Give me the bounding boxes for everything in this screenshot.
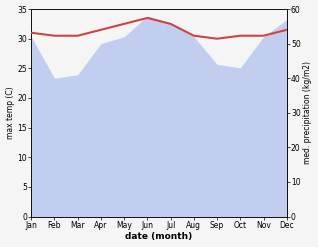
- Y-axis label: med. precipitation (kg/m2): med. precipitation (kg/m2): [303, 61, 313, 164]
- Y-axis label: max temp (C): max temp (C): [5, 86, 15, 139]
- X-axis label: date (month): date (month): [125, 232, 193, 242]
